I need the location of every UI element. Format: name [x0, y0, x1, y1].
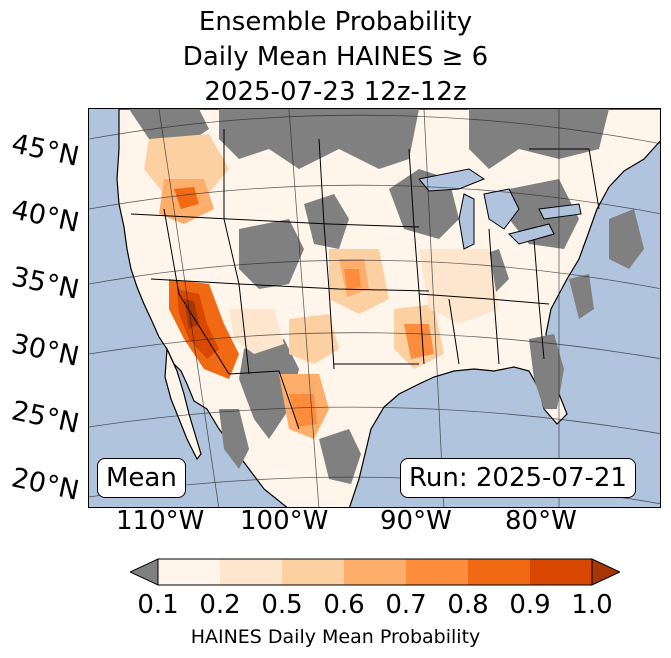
title-line-1: Ensemble Probability [198, 7, 473, 37]
colorbar-bin-5 [406, 559, 468, 585]
map-svg [89, 109, 660, 507]
state-borders [130, 129, 600, 430]
lon-label-90w: 90°W [380, 506, 452, 536]
colorbar-bin-3 [282, 559, 344, 585]
colorbar-tick-5: 0.8 [447, 590, 489, 620]
colorbar-tick-6: 0.9 [509, 590, 551, 620]
lon-label-110w: 110°W [116, 506, 205, 536]
colorbar [130, 558, 620, 586]
title-line-3: 2025-07-23 12z-12z [204, 77, 467, 107]
title-line-2: Daily Mean HAINES ≥ 6 [182, 42, 489, 72]
no-data-areas [129, 109, 644, 484]
colorbar-bin-6 [468, 559, 530, 585]
colorbar-tick-7: 1.0 [571, 590, 613, 620]
colorbar-bin-4 [344, 559, 406, 585]
colorbar-bin-2 [220, 559, 282, 585]
colorbar-outline [157, 558, 593, 586]
colorbar-under-arrow [130, 558, 159, 586]
graticule [89, 109, 660, 507]
colorbar-label: HAINES Daily Mean Probability [190, 626, 481, 648]
map-panel [88, 108, 661, 508]
lat-label-45: 45°N [8, 128, 82, 173]
run-label-box: Run: 2025-07-21 [400, 458, 636, 498]
colorbar-tick-2: 0.5 [261, 590, 303, 620]
lat-label-25: 25°N [8, 395, 82, 440]
baja-peninsula [164, 348, 202, 461]
great-lakes [418, 168, 582, 250]
colorbar-tick-4: 0.7 [385, 590, 427, 620]
colorbar-over-arrow [591, 558, 620, 586]
colorbar-tick-3: 0.6 [323, 590, 365, 620]
lon-label-80w: 80°W [505, 506, 577, 536]
lat-label-30: 30°N [8, 328, 82, 373]
colorbar-tick-0: 0.1 [137, 590, 179, 620]
lat-label-40: 40°N [8, 194, 82, 239]
colorbar-bin-7 [530, 559, 592, 585]
lon-label-100w: 100°W [240, 506, 329, 536]
lat-label-35: 35°N [8, 261, 82, 306]
mean-label-box: Mean [97, 458, 186, 498]
colorbar-tick-1: 0.2 [199, 590, 241, 620]
colorbar-bin-1 [158, 559, 220, 585]
lat-label-20: 20°N [8, 462, 82, 507]
